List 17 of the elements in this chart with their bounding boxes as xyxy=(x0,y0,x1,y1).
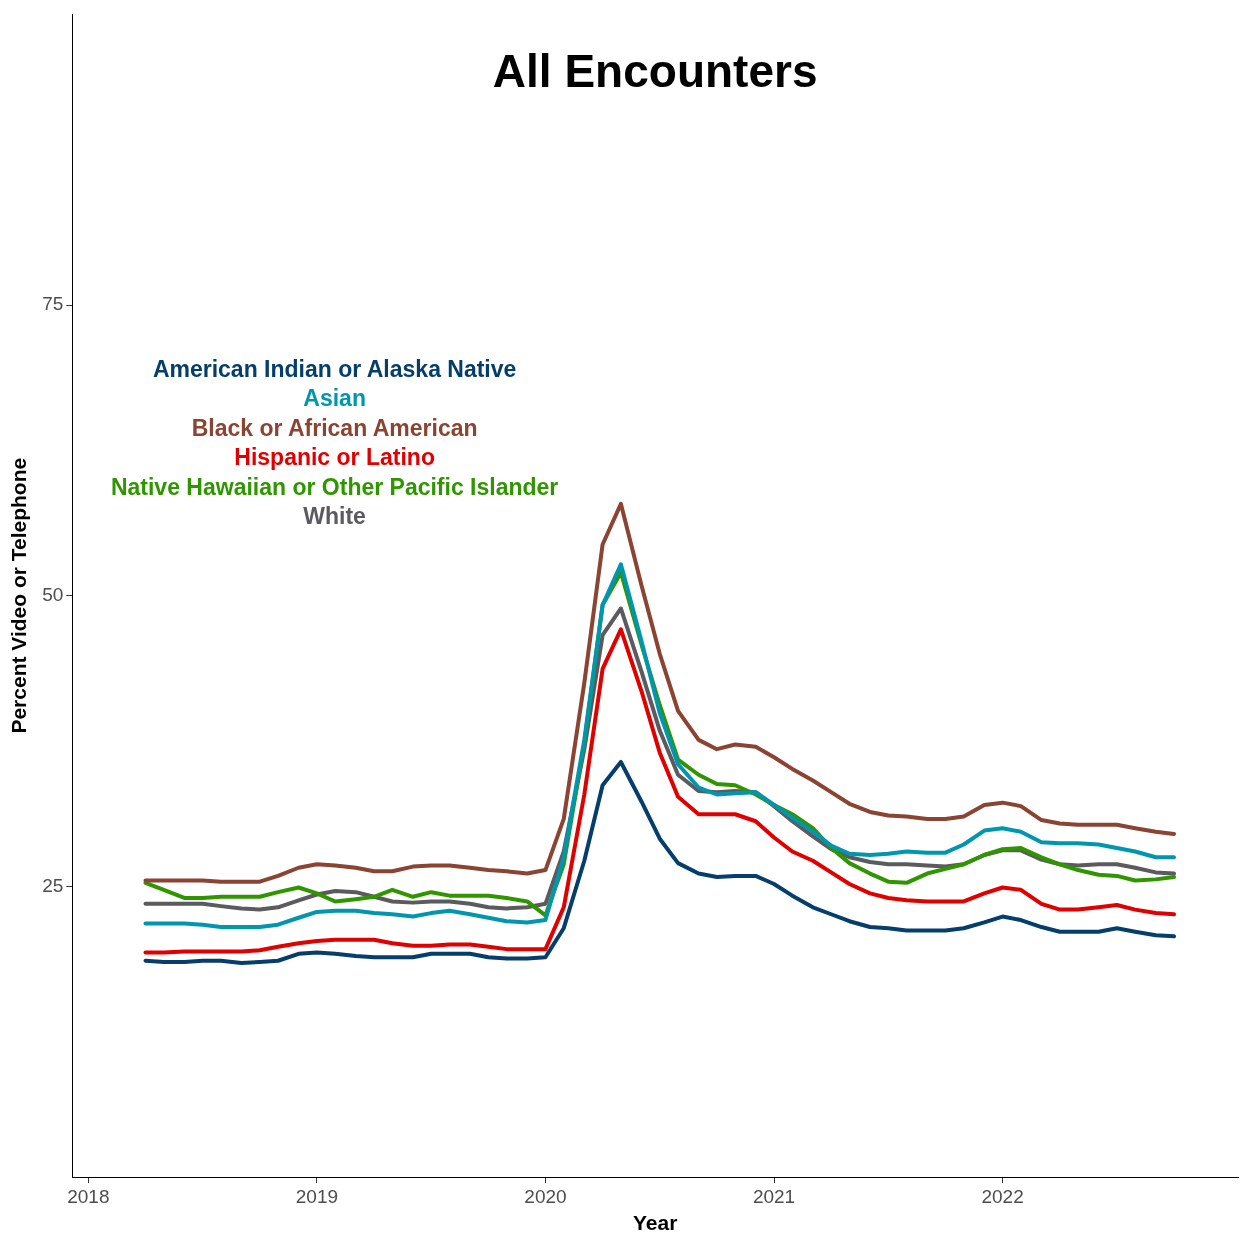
x-tick-label: 2020 xyxy=(524,1185,567,1207)
y-axis-title: Percent Video or Telephone xyxy=(7,457,31,734)
x-axis-title: Year xyxy=(632,1211,678,1235)
x-tick-label: 2019 xyxy=(295,1185,339,1207)
text: Asian xyxy=(303,385,366,412)
y-tick-label: 25 xyxy=(42,874,64,896)
text: All Encounters xyxy=(492,45,818,98)
text: White xyxy=(303,503,366,530)
text: Hispanic or Latino xyxy=(234,444,435,471)
y-tick-label: 50 xyxy=(42,583,64,605)
x-tick-label: 2022 xyxy=(981,1185,1024,1207)
x-tick-label: 2021 xyxy=(752,1185,796,1207)
text: Black or African American xyxy=(191,414,478,441)
text: American Indian or Alaska Native xyxy=(152,355,517,382)
x-tick-label: 2018 xyxy=(67,1185,110,1207)
y-tick-label: 75 xyxy=(42,293,64,315)
text: Native Hawaiian or Other Pacific Islander xyxy=(110,473,559,500)
